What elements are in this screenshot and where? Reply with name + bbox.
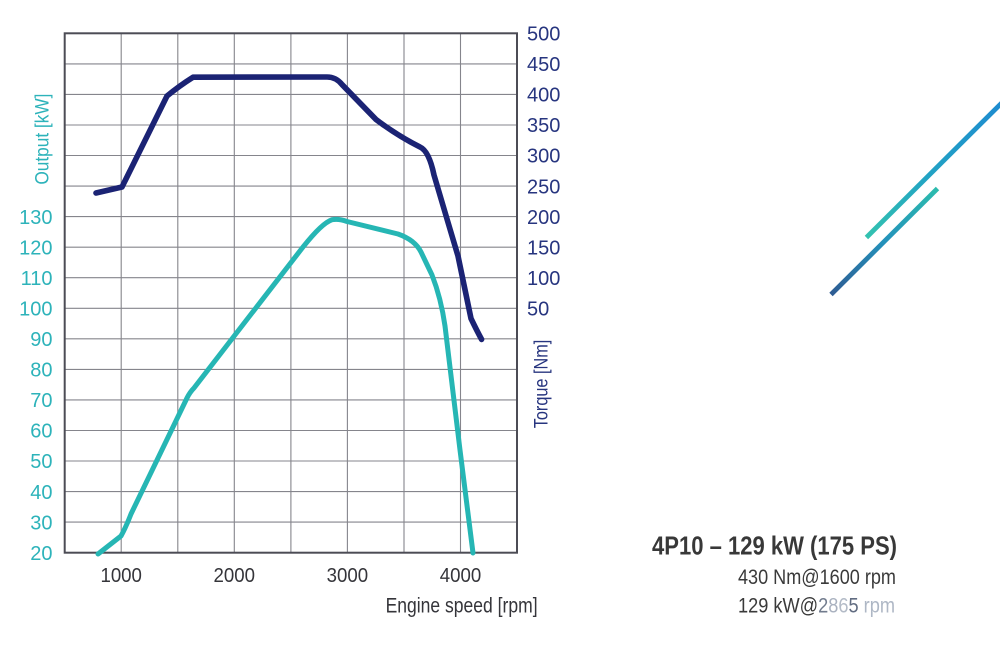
svg-text:Engine speed [rpm]: Engine speed [rpm] [386, 595, 538, 618]
svg-text:200: 200 [527, 207, 560, 229]
svg-text:50: 50 [527, 299, 549, 321]
svg-text:50: 50 [30, 451, 52, 473]
svg-text:400: 400 [527, 85, 560, 107]
svg-text:30: 30 [30, 512, 52, 534]
svg-text:120: 120 [19, 237, 52, 259]
svg-text:130: 130 [19, 207, 52, 229]
svg-text:Torque [Nm]: Torque [Nm] [532, 340, 553, 429]
svg-text:100: 100 [19, 299, 52, 321]
svg-text:60: 60 [30, 421, 52, 443]
svg-text:500: 500 [527, 24, 560, 46]
svg-text:250: 250 [527, 176, 560, 198]
svg-text:2000: 2000 [214, 564, 256, 587]
svg-text:430 Nm@1600 rpm: 430 Nm@1600 rpm [738, 566, 896, 589]
svg-text:100: 100 [527, 268, 560, 290]
svg-text:150: 150 [527, 237, 560, 259]
svg-text:Output [kW]: Output [kW] [33, 94, 54, 185]
svg-text:300: 300 [527, 146, 560, 168]
svg-text:40: 40 [30, 482, 52, 504]
svg-text:80: 80 [30, 360, 52, 382]
svg-text:129 kW@2865 rpm: 129 kW@2865 rpm [738, 595, 895, 618]
svg-text:1000: 1000 [100, 564, 142, 587]
svg-text:350: 350 [527, 115, 560, 137]
svg-text:3000: 3000 [327, 564, 369, 587]
svg-text:90: 90 [30, 329, 52, 351]
svg-text:450: 450 [527, 54, 560, 76]
svg-text:20: 20 [30, 543, 52, 565]
svg-text:70: 70 [30, 390, 52, 412]
svg-text:110: 110 [21, 268, 53, 290]
svg-text:4P10 – 129 kW (175 PS): 4P10 – 129 kW (175 PS) [652, 531, 897, 561]
svg-text:4000: 4000 [440, 564, 482, 587]
